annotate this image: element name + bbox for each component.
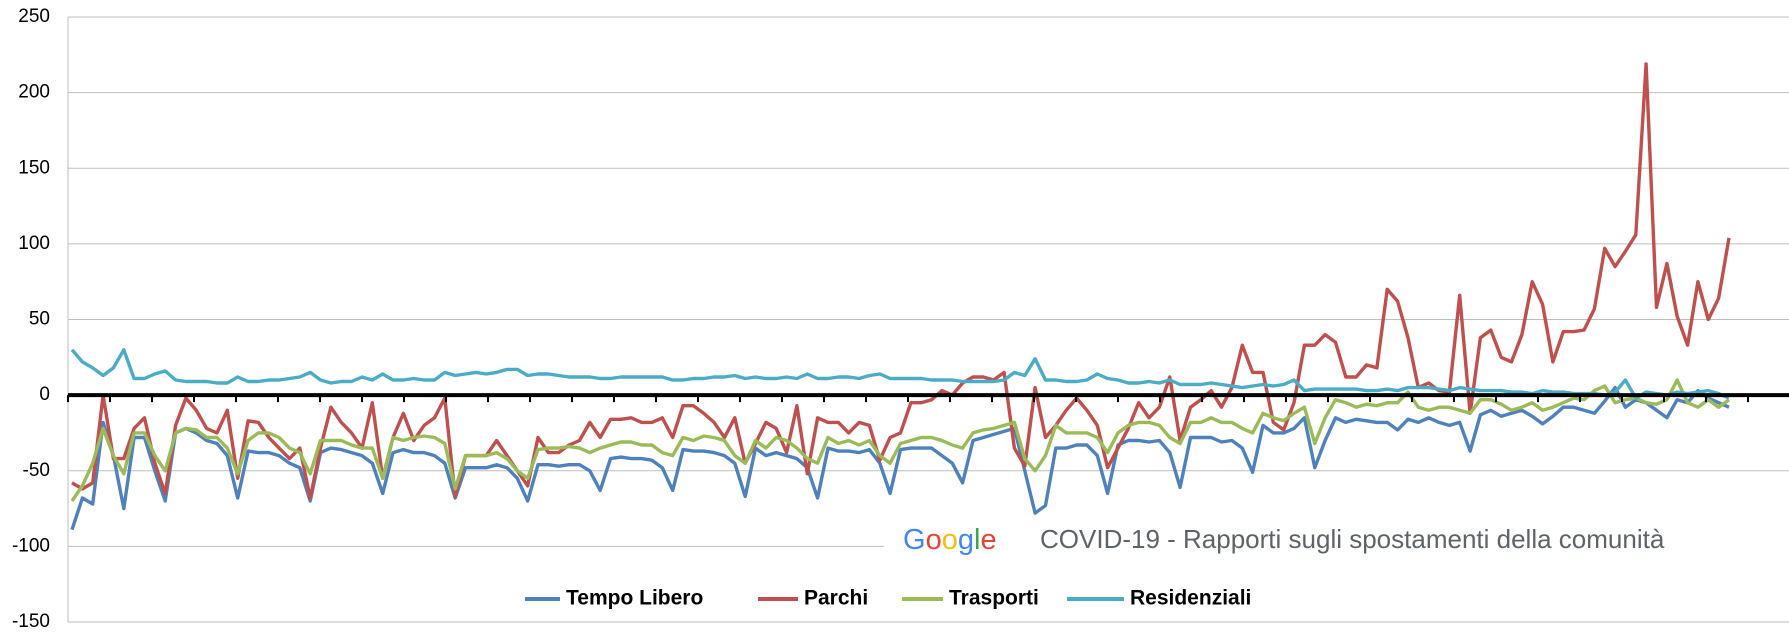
legend-label: Tempo Libero [566, 587, 703, 610]
y-tick-label: 150 [18, 157, 50, 178]
y-tick-label: 250 [18, 6, 50, 27]
y-tick-label: 100 [18, 233, 50, 254]
y-tick-label: -100 [12, 535, 50, 556]
y-tick-label: 200 [18, 82, 50, 103]
series-line [70, 348, 1730, 400]
series-line [71, 62, 1731, 500]
plot-area [67, 62, 1789, 531]
series-line [70, 378, 1730, 502]
google-logo: Google [903, 524, 997, 556]
y-tick-label: -150 [12, 611, 50, 632]
legend-label: Residenziali [1130, 587, 1251, 610]
annotation-box [884, 516, 1789, 562]
annotation: COVID-19 - Rapporti sugli spostamenti de… [1040, 524, 1665, 554]
series-line [70, 385, 1730, 531]
legend-label: Trasporti [949, 587, 1039, 610]
y-tick-label: 50 [29, 309, 50, 330]
legend: Tempo Libero Parchi Trasporti Residenziali [525, 587, 1251, 610]
y-tick-label: 0 [39, 384, 50, 405]
y-tick-label: -50 [23, 460, 50, 481]
legend-label: Parchi [804, 587, 868, 610]
